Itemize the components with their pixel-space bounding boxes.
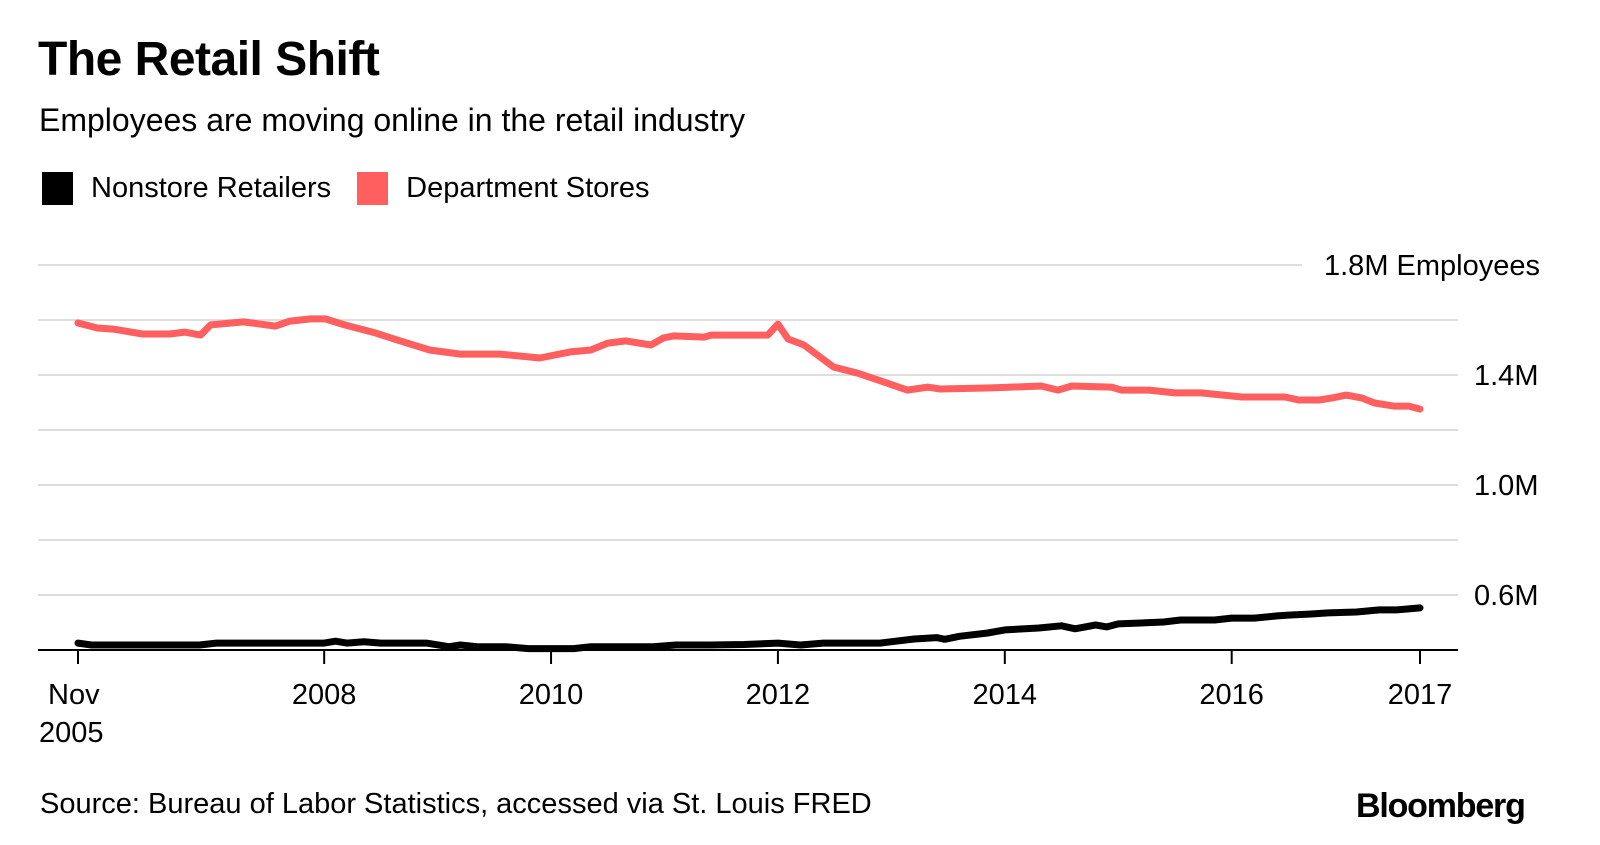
chart-subtitle: Employees are moving online in the retai… [39, 102, 746, 138]
y-tick-label: 1.8M Employees [1324, 250, 1540, 282]
legend-swatch-department [357, 172, 389, 205]
x-axis: Nov 2005 2008 2010 2012 2014 2016 2017 [38, 649, 1458, 749]
x-tick-label-year: 2005 [39, 717, 104, 749]
x-tick-label: 2014 [973, 679, 1038, 711]
legend-item-department: Department Stores [357, 172, 650, 205]
legend-swatch-nonstore [42, 172, 73, 205]
x-tick-label: 2012 [746, 679, 811, 711]
y-axis-labels: 1.8M Employees 1.4M 1.0M 0.6M [1324, 250, 1540, 612]
y-tick-label: 1.4M [1474, 360, 1538, 392]
legend-item-nonstore: Nonstore Retailers [42, 172, 331, 205]
series-line-nonstore [74, 604, 1424, 653]
y-tick-label: 0.6M [1474, 580, 1538, 612]
x-tick-label: 2008 [292, 679, 357, 711]
source-note: Source: Bureau of Labor Statistics, acce… [40, 788, 872, 820]
series-lines [74, 315, 1424, 653]
x-tick-label: 2016 [1199, 679, 1264, 711]
x-tick-label: Nov [48, 679, 100, 711]
gridlines [38, 264, 1458, 596]
bloomberg-logo: Bloomberg [1356, 787, 1526, 825]
legend-label-department: Department Stores [406, 172, 650, 204]
series-line-department-stores [74, 315, 1424, 413]
chart-title: The Retail Shift [38, 33, 380, 86]
x-tick-label: 2017 [1388, 679, 1453, 711]
legend-label-nonstore: Nonstore Retailers [91, 172, 332, 204]
legend: Nonstore Retailers Department Stores [42, 172, 676, 205]
x-tick-label: 2010 [519, 679, 584, 711]
y-tick-label: 1.0M [1474, 470, 1538, 502]
